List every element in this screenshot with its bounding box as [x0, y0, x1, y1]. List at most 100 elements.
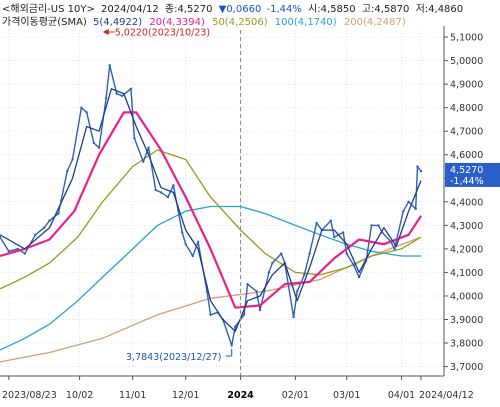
close-point — [296, 290, 299, 293]
close-point — [267, 271, 271, 274]
x-tick-label: 11/01 — [119, 390, 146, 401]
y-tick-label: 5,0000 — [450, 56, 483, 67]
x-tick-label: 2024/04/12 — [419, 390, 474, 401]
open-label: 시:4,5850 — [308, 3, 356, 15]
x-axis: 2023/08/23 10/02 11/01 12/01 2024 02/01 03/01 0… — [0, 375, 474, 401]
close-point — [393, 247, 396, 251]
x-tick-label: 03/01 — [333, 390, 360, 401]
close-point — [92, 141, 96, 145]
y-tick-label: 4,3000 — [450, 221, 483, 232]
close-point — [329, 219, 332, 222]
y-tick-label: 5,1000 — [450, 33, 483, 44]
y-tick-label: 4,1000 — [450, 268, 483, 279]
change-value: ▼0,0660 — [219, 4, 262, 15]
symbol-label: <해외금리-US 10Y> — [2, 2, 95, 15]
y-tick-label: 4,6000 — [450, 150, 483, 161]
chart-grid — [0, 28, 444, 376]
close-point — [258, 308, 262, 312]
last-price-box — [445, 162, 500, 187]
x-tick-label: 2024 — [227, 390, 254, 401]
close-point — [85, 111, 88, 114]
close-point — [16, 247, 19, 251]
close-point — [242, 313, 246, 316]
close-point — [230, 344, 233, 347]
close-point — [108, 64, 111, 67]
close-point — [129, 87, 133, 91]
close-point — [352, 264, 355, 267]
close-point — [57, 212, 60, 215]
low-annotation-label: 3,7843(2023/12/27) — [126, 352, 221, 363]
ma20-line — [0, 111, 422, 309]
close-point — [66, 170, 69, 173]
y-tick-label: 4,7000 — [450, 127, 483, 138]
y-axis: 5,10005,00004,90004,80004,70004,60004,50… — [443, 26, 483, 376]
chart-series-layer — [0, 64, 423, 363]
last-price-marker: 4,5270-1,44% — [445, 162, 500, 187]
x-tick-label: 12/01 — [172, 390, 199, 401]
ma20-legend: 20(4,3394) — [149, 17, 205, 28]
close-point — [191, 254, 194, 258]
close-point — [80, 106, 83, 109]
y-tick-label: 3,8000 — [450, 339, 483, 350]
y-tick-label: 4,2000 — [450, 244, 483, 255]
x-tick-label: 02/01 — [282, 390, 309, 401]
last-price-change: -1,44% — [450, 176, 484, 187]
close-point — [159, 191, 163, 194]
ma5-line — [0, 88, 422, 332]
y-tick-label: 4,4000 — [450, 197, 483, 208]
high-annotation-label: 5,0220(2023/10/23) — [115, 28, 210, 39]
close-point — [416, 165, 419, 168]
close-point — [345, 252, 348, 255]
close-point — [414, 207, 417, 211]
close-point — [147, 146, 150, 149]
close-point — [115, 92, 118, 95]
svg-text:<해외금리-US 10Y> 2024/04/12: <해외금리-US 10Y> 2024/04/12 종:4,5270 ▼0,066… — [2, 2, 463, 15]
y-tick-label: 4,8000 — [450, 103, 483, 114]
close-point — [370, 224, 373, 227]
ma100-legend: 100(4,1740) — [275, 17, 337, 28]
svg-text:가격이동평균(SMA) 5(4,4922): 가격이동평균(SMA) 5(4,4922) 20(4,3394) 50(4,25… — [2, 15, 406, 28]
close-label: 종:4,5270 — [165, 3, 213, 15]
ma-title: 가격이동평균(SMA) — [2, 15, 87, 28]
last-price-value: 4,5270 — [450, 165, 483, 176]
y-tick-label: 3,7000 — [450, 362, 483, 373]
close-point — [71, 158, 74, 161]
close-point — [0, 235, 2, 239]
close-point — [34, 233, 37, 236]
close-point — [181, 231, 184, 234]
close-point — [234, 325, 237, 328]
change-percent: -1,44% — [267, 4, 302, 15]
close-point — [166, 195, 170, 199]
close-point — [292, 316, 295, 319]
close-point — [315, 221, 318, 225]
ma200-legend: 200(4,2487) — [344, 17, 406, 28]
close-point — [7, 250, 10, 253]
close-point — [133, 137, 136, 140]
close-point — [104, 97, 108, 100]
chart-header: <해외금리-US 10Y> 2024/04/12 종:4,5270 ▼0,066… — [2, 2, 463, 28]
close-point — [97, 146, 101, 149]
close-point — [184, 243, 187, 246]
close-point — [419, 170, 423, 173]
close-point — [246, 283, 249, 286]
chart-annotations: 5,0220(2023/10/23) 3,7843(2023/12/27) — [102, 28, 233, 363]
x-tick-label: 2023/08/23 — [2, 390, 57, 401]
y-tick-label: 3,9000 — [450, 315, 483, 326]
low-label: 저:4,4860 — [416, 3, 464, 15]
high-arrow-head — [102, 29, 109, 35]
close-point — [407, 200, 410, 203]
close-point — [357, 275, 361, 279]
close-point — [402, 210, 405, 213]
close-point — [280, 252, 283, 255]
close-point — [196, 240, 200, 243]
y-tick-label: 4,9000 — [450, 80, 483, 91]
close-point — [142, 160, 145, 163]
close-point — [23, 252, 26, 255]
close-point — [172, 184, 175, 187]
header-date: 2024/04/12 — [101, 4, 159, 15]
close-point — [303, 273, 306, 276]
x-tick-label: 04/01 — [388, 390, 415, 401]
ma50-legend: 50(4,2506) — [212, 17, 268, 28]
ma100-line — [0, 205, 421, 351]
